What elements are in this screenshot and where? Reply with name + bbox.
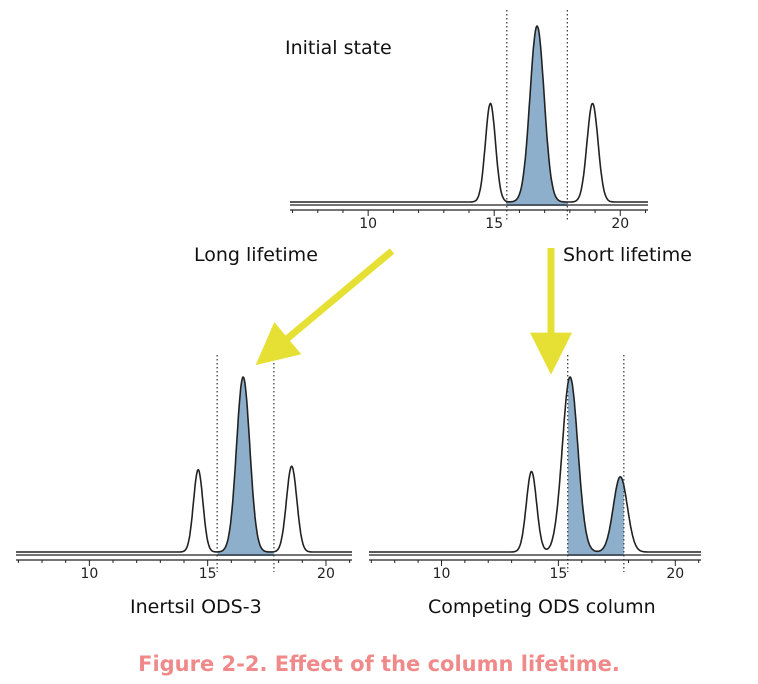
label-long-lifetime: Long lifetime (194, 244, 318, 266)
collected-fraction-area (217, 377, 274, 556)
figure-caption: Figure 2-2. Effect of the column lifetim… (138, 652, 620, 676)
long-lifetime-arrow (255, 248, 395, 366)
x-tick-label: 20 (666, 566, 684, 582)
title-initial-state: Initial state (285, 37, 392, 59)
x-tick-label: 20 (317, 566, 335, 582)
chromatogram-trace (368, 376, 702, 553)
chromatogram-competing-ods-column: 10 15 20 (368, 355, 702, 582)
x-tick-label: 15 (199, 566, 217, 582)
x-tick-label: 10 (80, 566, 98, 582)
x-tick-label: 15 (485, 216, 503, 232)
chromatogram-inertsil-ods-3: 10 15 20 (15, 355, 353, 582)
label-short-lifetime: Short lifetime (563, 244, 692, 266)
title-competing-ods-column: Competing ODS column (428, 596, 656, 618)
chromatogram-trace (15, 376, 353, 553)
collected-fraction-area (567, 377, 624, 556)
chromatogram-trace (289, 25, 649, 203)
x-tick-label: 15 (549, 566, 567, 582)
x-tick-label: 10 (359, 216, 377, 232)
collected-fraction-area (506, 26, 568, 206)
x-tick-label: 20 (611, 216, 629, 232)
x-tick-label: 10 (433, 566, 451, 582)
title-inertsil-ods-3: Inertsil ODS-3 (130, 596, 262, 618)
chromatogram-initial-state: 10 15 20 (289, 10, 649, 232)
